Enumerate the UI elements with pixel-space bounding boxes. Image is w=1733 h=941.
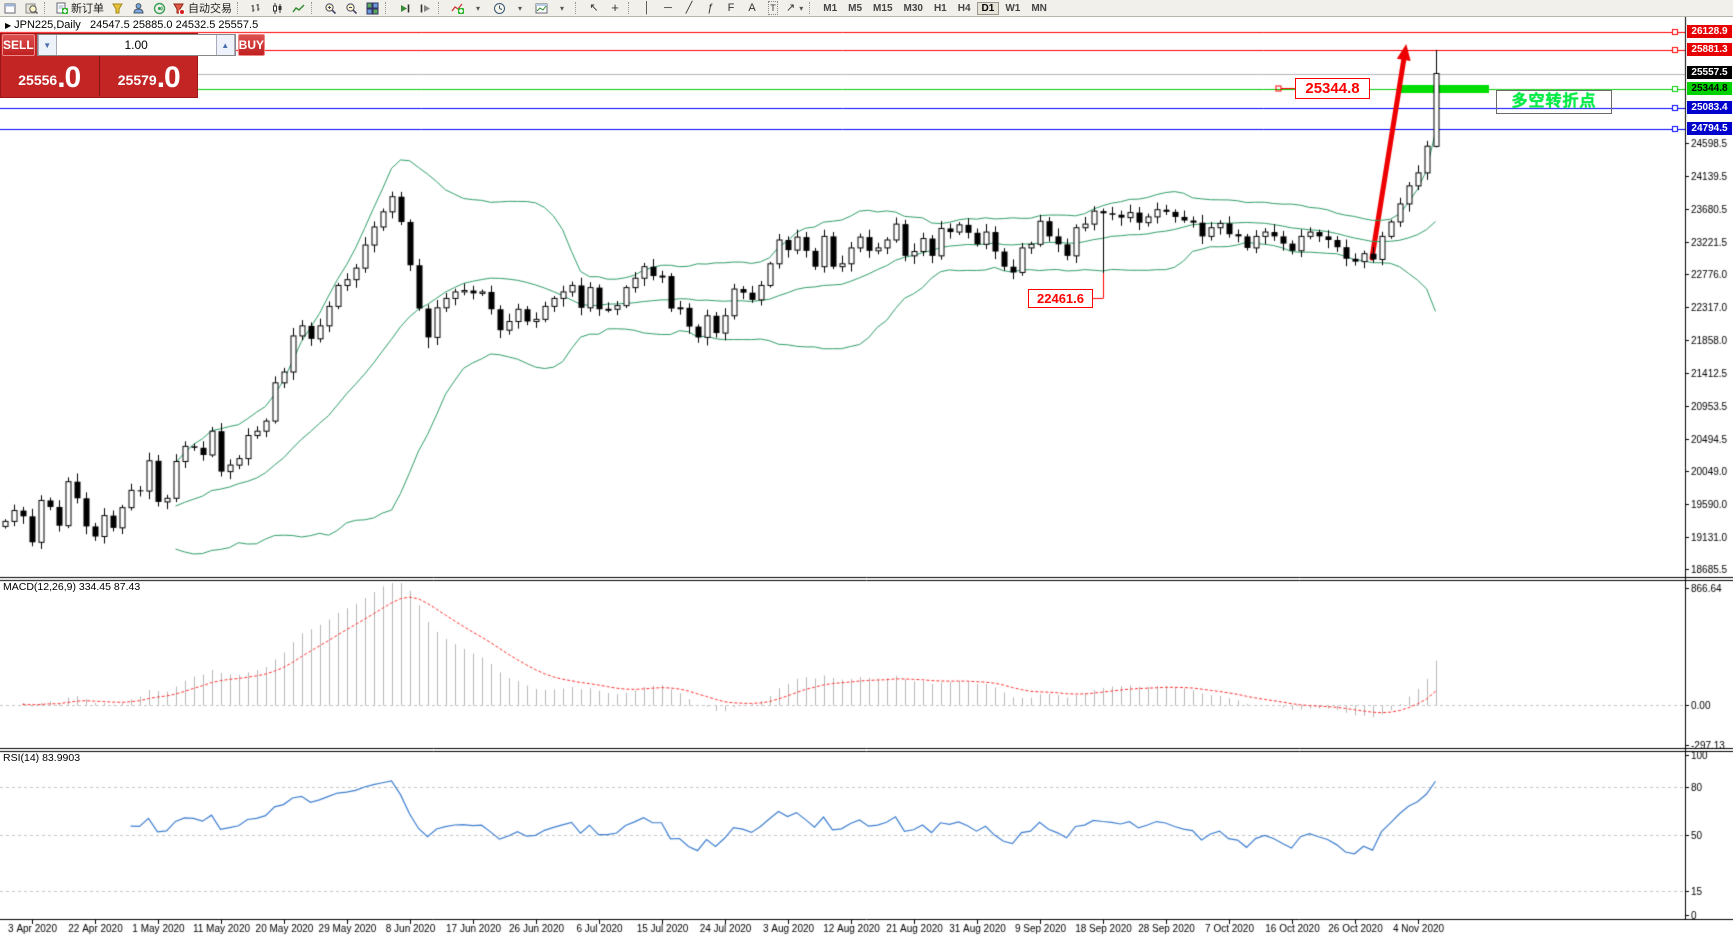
price-badge: 25881.3: [1687, 43, 1732, 56]
current-price-badge: 25557.5: [1687, 66, 1732, 79]
turning-point-note[interactable]: 多空转折点: [1496, 90, 1612, 114]
text-tool[interactable]: A: [748, 2, 756, 14]
line-chart-type-icon[interactable]: [288, 1, 308, 15]
rsi-indicator-label: RSI(14) 83.9903: [3, 752, 81, 764]
price-badge: 25083.4: [1687, 101, 1732, 114]
contacts-icon[interactable]: [128, 1, 148, 15]
toolbar-separator: [809, 2, 815, 14]
profiles-icon[interactable]: [107, 1, 127, 15]
chart-title: ▶ JPN225,Daily 24547.5 25885.0 24532.5 25…: [5, 19, 259, 31]
templates-icon[interactable]: [531, 1, 551, 15]
toolbar-separator: [438, 2, 444, 14]
timeframe-w1[interactable]: W1: [1005, 2, 1021, 14]
candlestick-chart-type-icon[interactable]: [267, 1, 287, 15]
fibonacci-tool[interactable]: F: [727, 2, 735, 14]
timeframe-h1[interactable]: H1: [933, 2, 947, 14]
toolbar-separator: [237, 2, 243, 14]
channel-tool[interactable]: ƒ: [706, 2, 714, 14]
zoom-out-icon[interactable]: [341, 1, 361, 15]
volume-control: ▼ ▲: [36, 34, 236, 56]
zoom-preview-icon[interactable]: [21, 1, 41, 15]
resistance-price-label[interactable]: 25344.8: [1295, 78, 1370, 99]
symbol-marker-icon: ▶: [5, 21, 12, 30]
trendline-tool[interactable]: ╱: [685, 2, 693, 14]
one-click-trading-panel: SELL ▼ ▲ BUY 25556.0 25579.0: [0, 33, 266, 98]
timeframe-m5[interactable]: M5: [848, 2, 863, 14]
indicators-caret-icon[interactable]: ▾: [475, 3, 480, 13]
indicators-icon[interactable]: [447, 1, 467, 15]
chart-shift-icon[interactable]: [415, 1, 435, 15]
new-order-button[interactable]: 新订单: [53, 1, 106, 15]
timeframe-d1[interactable]: D1: [976, 1, 1000, 15]
toolbar-separator: [44, 2, 50, 14]
volume-input[interactable]: [56, 35, 216, 55]
autotrade-button[interactable]: 自动交易: [170, 1, 234, 15]
periods-caret-icon[interactable]: ▾: [517, 3, 522, 13]
vertical-line-tool[interactable]: │: [643, 2, 651, 14]
buy-price: 25579.0: [117, 61, 181, 94]
cursor-tool[interactable]: ↖: [589, 2, 599, 14]
volume-increase-button[interactable]: ▲: [215, 35, 235, 55]
arrows-tool[interactable]: ↗ ▾: [786, 2, 804, 14]
autotrade-label: 自动交易: [188, 3, 232, 15]
toolbar-separator: [575, 2, 581, 14]
templates-caret-icon[interactable]: ▾: [559, 3, 564, 13]
volume-decrease-button[interactable]: ▼: [37, 35, 57, 55]
buy-button[interactable]: BUY: [237, 34, 266, 56]
price-badge: 25344.8: [1687, 82, 1732, 95]
chart-window-icon[interactable]: [0, 1, 20, 15]
price-badge: 24794.5: [1687, 122, 1732, 135]
auto-scroll-icon[interactable]: [394, 1, 414, 15]
new-order-label: 新订单: [71, 3, 104, 15]
timeframe-m15[interactable]: M15: [873, 2, 893, 14]
timeframe-h4[interactable]: H4: [957, 2, 971, 14]
text-label-tool[interactable]: T: [768, 1, 778, 15]
toolbar-separator: [385, 2, 391, 14]
toolbar-separator: [311, 2, 317, 14]
crosshair-tool[interactable]: +: [611, 0, 619, 15]
horizontal-line-tool[interactable]: ─: [664, 2, 672, 14]
toolbar-separator: [628, 2, 634, 14]
tile-windows-icon[interactable]: [362, 1, 382, 15]
timeframe-m30[interactable]: M30: [903, 2, 923, 14]
support-price-label[interactable]: 22461.6: [1028, 289, 1093, 308]
signals-icon[interactable]: [149, 1, 169, 15]
bar-chart-type-icon[interactable]: [246, 1, 266, 15]
macd-indicator-label: MACD(12,26,9) 334.45 87.43: [3, 581, 141, 593]
periods-clock-icon[interactable]: [489, 1, 509, 15]
price-badge: 26128.9: [1687, 25, 1732, 38]
sell-price: 25556.0: [0, 56, 100, 96]
toolbar: 新订单 自动交易 ▾ ▾ ▾ ↖ + │ ─ ╱ ƒ: [0, 0, 1733, 17]
sell-button[interactable]: SELL: [2, 34, 35, 56]
zoom-in-icon[interactable]: [320, 1, 340, 15]
timeframe-mn[interactable]: MN: [1031, 2, 1047, 14]
timeframe-m1[interactable]: M1: [823, 2, 838, 14]
